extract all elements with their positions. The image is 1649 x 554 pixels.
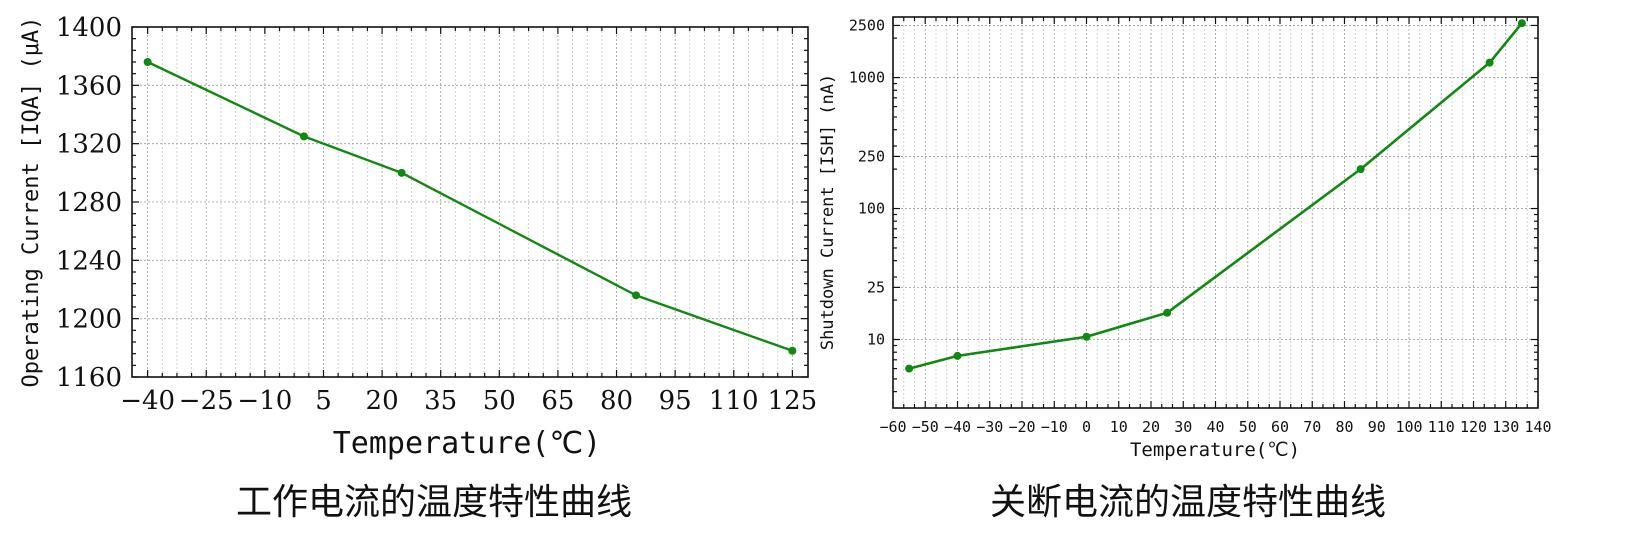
y-tick-label: 1280 (56, 188, 122, 218)
x-tick-label: 90 (1368, 418, 1386, 436)
data-point (397, 168, 406, 177)
data-point (788, 346, 797, 355)
operating-current-chart: −40 −25 −10 5 20 35 50 65 80 95 110 125 1160 1200 1240… (19, 13, 817, 523)
data-point (1163, 308, 1172, 317)
x-tick-label: 40 (1206, 418, 1224, 436)
y-tick-label: 1360 (56, 71, 122, 101)
x-tick-label: 110 (709, 386, 759, 416)
y-tick-label: 2500 (849, 16, 885, 34)
x-tick-label: 0 (1082, 418, 1091, 436)
x-tick-label: −30 (976, 418, 1003, 436)
data-point (1517, 19, 1526, 28)
x-tick-label: 130 (1492, 418, 1519, 436)
x-axis-label: Temperature(℃) (1130, 439, 1300, 461)
y-tick-label: 10 (867, 331, 885, 349)
x-tick-label: −20 (1008, 418, 1035, 436)
x-tick-label: −25 (179, 386, 234, 416)
y-tick-label: 250 (858, 147, 885, 165)
x-tick-label: 95 (659, 386, 692, 416)
x-tick-label: −10 (1041, 418, 1068, 436)
x-tick-label: 20 (1142, 418, 1160, 436)
x-tick-label: 125 (768, 386, 818, 416)
y-tick-label: 1400 (56, 13, 122, 43)
y-axis-label: Shutdown Current [ISH] (nA) (818, 74, 838, 350)
x-tick-label: −40 (944, 418, 971, 436)
x-tick-label: 140 (1524, 418, 1551, 436)
x-tick-label: 60 (1271, 418, 1289, 436)
data-point (1082, 332, 1091, 341)
x-axis-label: Temperature(℃) (333, 426, 602, 461)
x-tick-label: −60 (879, 418, 906, 436)
x-tick-label: 80 (600, 386, 633, 416)
x-tick-label: 20 (366, 386, 399, 416)
data-point (1356, 165, 1365, 174)
x-tick-label: −40 (120, 386, 175, 416)
y-tick-label: 1240 (56, 246, 122, 276)
x-tick-label: −50 (912, 418, 939, 436)
y-tick-label: 1160 (56, 363, 122, 393)
data-point (632, 291, 641, 300)
x-tick-label: 10 (1110, 418, 1128, 436)
y-tick-label: 1200 (56, 305, 122, 335)
x-tick-label: 5 (315, 386, 332, 416)
x-tick-label: 50 (1239, 418, 1257, 436)
x-tick-label: 100 (1395, 418, 1422, 436)
y-tick-label: 1000 (849, 69, 885, 87)
x-tick-label: 50 (483, 386, 516, 416)
data-point (299, 132, 308, 141)
x-tick-label: 65 (541, 386, 574, 416)
series-line (908, 22, 1523, 370)
x-tick-label: 70 (1303, 418, 1321, 436)
x-tick-label: 35 (424, 386, 457, 416)
data-point (143, 58, 152, 66)
y-tick-label: 25 (867, 278, 885, 296)
data-point (1485, 58, 1494, 67)
chart-caption: 工作电流的温度特性曲线 (236, 482, 632, 523)
x-tick-label: 120 (1460, 418, 1487, 436)
x-tick-label: 110 (1428, 418, 1455, 436)
shutdown-current-chart: −60 −50 −40 −30 −20 −10 0 10 20 30 40 50 60 70 80 90 100… (818, 16, 1552, 523)
x-tick-label: −10 (237, 386, 292, 416)
data-point (953, 351, 962, 360)
y-tick-label: 100 (858, 200, 885, 218)
x-tick-label: 80 (1335, 418, 1353, 436)
chart-caption: 关断电流的温度特性曲线 (990, 482, 1386, 523)
y-axis-label: Operating Current [IQA] (μA) (19, 17, 44, 388)
x-tick-label: 30 (1174, 418, 1192, 436)
data-point (905, 364, 914, 373)
y-tick-label: 1320 (56, 130, 122, 160)
